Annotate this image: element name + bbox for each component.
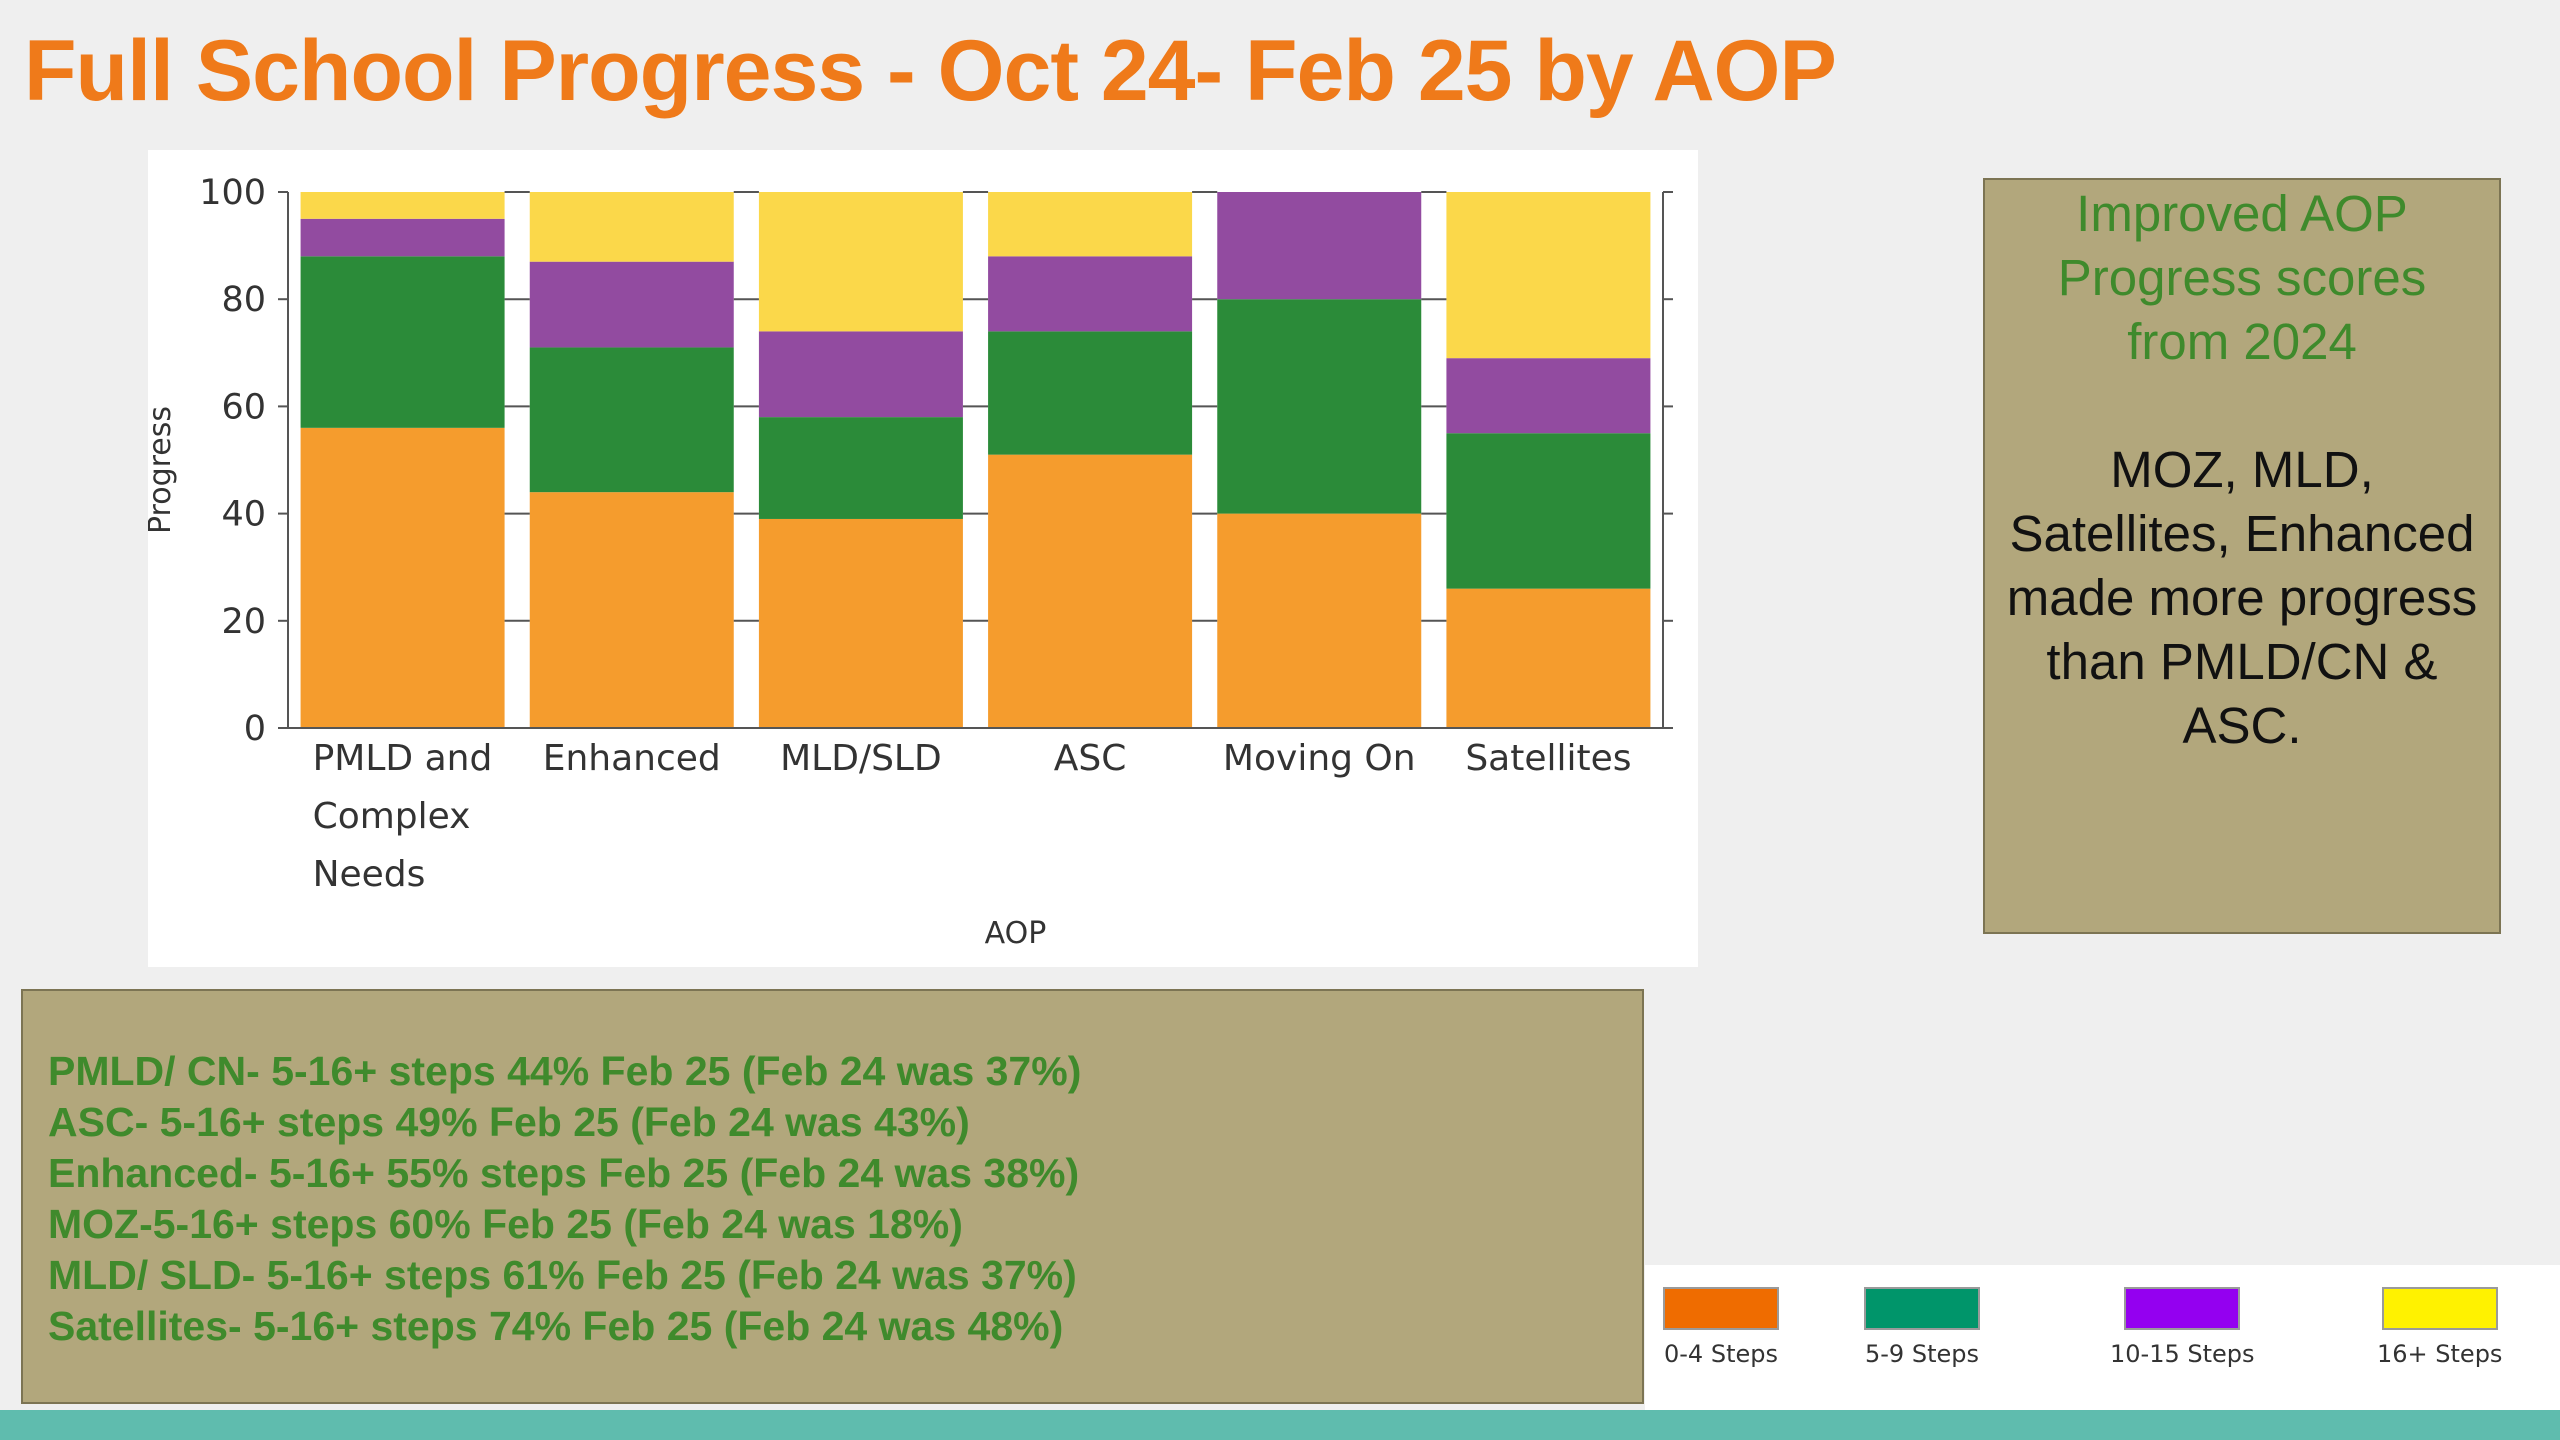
bar-segment xyxy=(529,261,734,348)
bar-segment xyxy=(300,256,505,428)
slide-title: Full School Progress - Oct 24- Feb 25 by… xyxy=(24,23,1837,119)
stat-line: Satellites- 5-16+ steps 74% Feb 25 (Feb … xyxy=(48,1303,1064,1349)
legend-swatch xyxy=(2381,1287,2498,1330)
bar-segment xyxy=(988,454,1193,728)
legend-swatch xyxy=(1864,1287,1980,1330)
bar-segment xyxy=(758,518,963,728)
legend-item: 0-4 Steps xyxy=(1663,1287,1779,1368)
stat-line: MLD/ SLD- 5-16+ steps 61% Feb 25 (Feb 24… xyxy=(48,1252,1077,1298)
stat-line: ASC- 5-16+ steps 49% Feb 25 (Feb 24 was … xyxy=(48,1099,970,1145)
bar-segment xyxy=(1446,192,1651,359)
x-category-label: Satellites xyxy=(1465,738,1631,779)
y-tick-label: 20 xyxy=(221,602,266,642)
bar-segment xyxy=(988,192,1193,257)
stat-line: Enhanced- 5-16+ 55% steps Feb 25 (Feb 24… xyxy=(48,1150,1080,1196)
legend-label: 5-9 Steps xyxy=(1865,1340,1979,1368)
note-box: Improved AOP Progress scores from 2024 M… xyxy=(1983,178,2501,934)
bar-segment xyxy=(758,417,963,519)
bar-segment xyxy=(529,192,734,262)
bar-segment xyxy=(300,427,505,728)
x-category-label: Enhanced xyxy=(543,738,721,779)
bar-segment xyxy=(1217,299,1422,514)
x-category-label: PMLD and xyxy=(313,738,493,779)
x-category-label: Moving On xyxy=(1223,738,1416,779)
legend-swatch xyxy=(2124,1287,2241,1330)
stacked-bar-chart: 0 20 40 60 80 100 PMLD and Complex Needs Enhanced… xyxy=(148,173,1673,951)
x-category-label: ASC xyxy=(1054,738,1127,779)
y-tick-label: 60 xyxy=(221,387,266,427)
bar-segment xyxy=(988,331,1193,455)
legend-item: 5-9 Steps xyxy=(1864,1287,1980,1368)
stat-line: PMLD/ CN- 5-16+ steps 44% Feb 25 (Feb 24… xyxy=(48,1048,1082,1094)
bar-segment xyxy=(529,492,734,728)
legend-label: 10-15 Steps xyxy=(2110,1340,2255,1368)
y-tick-label: 80 xyxy=(221,280,266,320)
note-heading: Improved AOP Progress scores from 2024 xyxy=(2057,185,2427,370)
bar-segment xyxy=(1446,433,1651,589)
y-tick-label: 100 xyxy=(199,173,266,213)
bar-segment xyxy=(300,218,505,257)
x-axis-title: AOP xyxy=(985,916,1047,951)
chart-panel: 0 20 40 60 80 100 PMLD and Complex Needs Enhanced… xyxy=(148,150,1698,967)
stat-line: MOZ-5-16+ steps 60% Feb 25 (Feb 24 was 1… xyxy=(48,1201,963,1247)
y-tick-label: 0 xyxy=(244,709,266,749)
legend-label: 16+ Steps xyxy=(2377,1340,2503,1368)
bar-segment xyxy=(758,192,963,332)
bar-segment xyxy=(1217,513,1422,728)
legend-item: 16+ Steps xyxy=(2377,1287,2502,1368)
x-category-label: Complex xyxy=(313,796,471,837)
legend: 0-4 Steps 5-9 Steps 10-15 Steps 16+ Step… xyxy=(1645,1265,2560,1410)
bar-segment xyxy=(300,192,505,219)
note-body: MOZ, MLD, Satellites, Enhanced made more… xyxy=(2006,441,2478,754)
bar-segment xyxy=(988,256,1193,332)
legend-label: 0-4 Steps xyxy=(1664,1340,1778,1368)
legend-item: 10-15 Steps xyxy=(2110,1287,2255,1368)
bar-segment xyxy=(1446,588,1651,728)
y-axis-title: Progress xyxy=(148,406,178,534)
y-tick-label: 40 xyxy=(221,495,266,535)
x-category-label: Needs xyxy=(313,854,426,895)
bar-segment xyxy=(529,347,734,493)
bar-segment xyxy=(1217,192,1422,300)
stats-box: PMLD/ CN- 5-16+ steps 44% Feb 25 (Feb 24… xyxy=(21,989,1644,1404)
bottom-accent-bar xyxy=(0,1410,2560,1440)
x-category-label: MLD/SLD xyxy=(780,738,942,779)
bar-segment xyxy=(1446,358,1651,434)
bar-segment xyxy=(758,331,963,418)
legend-swatch xyxy=(1663,1287,1779,1330)
